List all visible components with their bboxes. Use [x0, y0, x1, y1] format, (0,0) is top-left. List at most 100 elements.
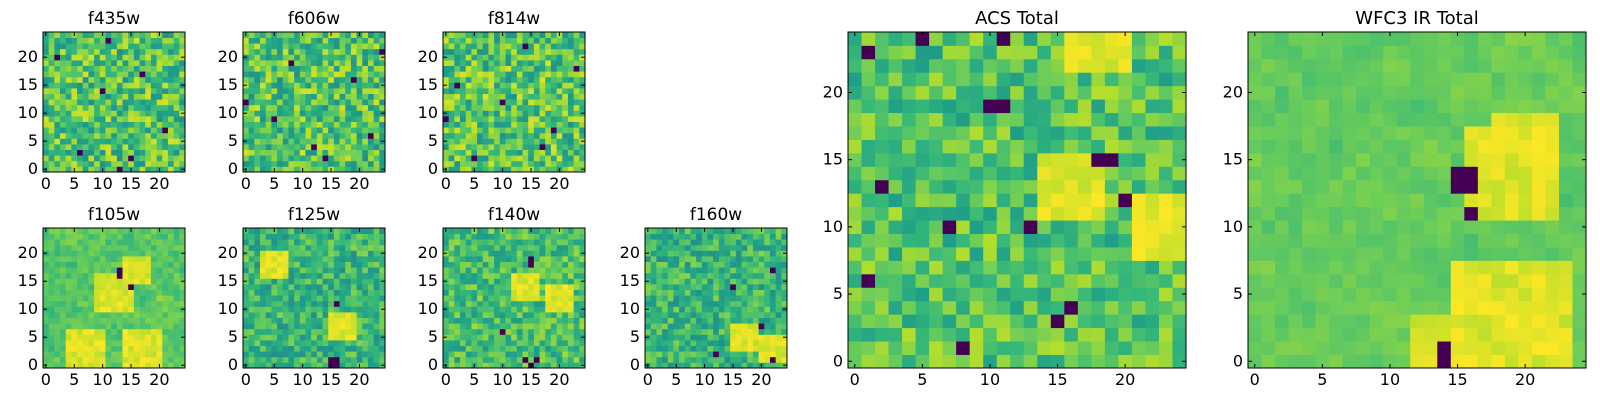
heatmap-cell — [133, 278, 140, 285]
heatmap-cell — [105, 289, 112, 296]
heatmap-cell — [488, 76, 495, 83]
heatmap-cell — [454, 54, 461, 61]
heatmap-cell — [650, 334, 657, 341]
heatmap-cell — [339, 160, 346, 167]
heatmap-cell — [71, 256, 78, 262]
heatmap-cell — [373, 138, 380, 145]
heatmap-cell — [573, 60, 580, 66]
heatmap-cell — [505, 278, 512, 285]
heatmap-cell — [116, 88, 123, 94]
heatmap-cell — [929, 247, 944, 261]
heatmap-cell — [105, 48, 112, 55]
heatmap-cell — [454, 116, 461, 122]
heatmap-cell — [156, 71, 163, 78]
heatmap-cell — [494, 110, 501, 117]
heatmap-cell — [460, 300, 467, 307]
heatmap-cell — [82, 138, 89, 145]
heatmap-cell — [156, 317, 163, 324]
heatmap-cell — [511, 54, 518, 61]
heatmap-cell — [328, 256, 335, 262]
heatmap-cell — [305, 295, 312, 302]
heatmap-cell — [356, 48, 363, 55]
heatmap-cell — [122, 345, 129, 352]
heatmap-cell — [277, 323, 284, 330]
heatmap-cell — [339, 267, 346, 274]
heatmap-cell — [311, 351, 318, 358]
heatmap-cell — [758, 233, 765, 240]
heatmap-cell — [528, 250, 535, 257]
heatmap-cell — [167, 334, 175, 341]
heatmap-cell — [454, 149, 461, 156]
heatmap-cell — [82, 306, 89, 313]
heatmap-cell — [690, 323, 697, 330]
y-tick-label: 0 — [228, 159, 238, 178]
heatmap-cell — [556, 60, 563, 66]
heatmap-cell — [82, 71, 89, 78]
heatmap-cell — [162, 334, 169, 341]
heatmap-cell — [707, 289, 714, 296]
heatmap-cell — [345, 289, 352, 296]
heatmap-cell — [167, 328, 175, 335]
heatmap-cell — [494, 328, 501, 335]
heatmap-cell — [545, 110, 552, 117]
heatmap-cell — [173, 149, 180, 156]
heatmap-cell — [545, 295, 552, 302]
heatmap-cell — [915, 206, 930, 221]
heatmap-cell — [122, 261, 129, 268]
heatmap-cell — [362, 267, 369, 274]
heatmap-cell — [379, 261, 386, 268]
heatmap-cell — [494, 233, 501, 240]
heatmap-cell — [260, 256, 267, 262]
heatmap-cell — [707, 312, 714, 318]
heatmap-cell — [550, 110, 557, 117]
heatmap-cell — [311, 93, 318, 100]
heatmap-cell — [316, 289, 323, 296]
heatmap-cell — [260, 43, 267, 50]
heatmap-cell — [730, 340, 737, 346]
heatmap-cell — [1010, 327, 1025, 342]
heatmap-cell — [48, 166, 55, 173]
heatmap-cell — [311, 261, 318, 268]
heatmap-cell — [533, 272, 540, 279]
heatmap-cell — [667, 317, 674, 324]
heatmap-cell — [294, 256, 301, 262]
heatmap-cell — [902, 247, 916, 261]
heatmap-cell — [735, 323, 742, 330]
heatmap-cell — [265, 54, 272, 61]
heatmap-cell — [71, 155, 78, 162]
heatmap-cell — [339, 48, 346, 55]
heatmap-cell — [482, 48, 489, 55]
heatmap-cell — [350, 278, 357, 285]
heatmap-cell — [277, 110, 284, 117]
heatmap-cell — [48, 267, 55, 274]
heatmap-cell — [179, 99, 186, 106]
heatmap-cell — [350, 116, 357, 122]
heatmap-cell — [316, 323, 323, 330]
heatmap-cell — [316, 256, 323, 262]
heatmap-cell — [322, 127, 329, 134]
heatmap-cell — [54, 250, 61, 257]
heatmap-cell — [271, 328, 278, 335]
heatmap-cell — [718, 250, 725, 257]
heatmap-cell — [539, 132, 546, 139]
heatmap-cell — [111, 284, 118, 290]
heatmap-cell — [350, 88, 357, 94]
heatmap-cell — [116, 317, 123, 324]
heatmap-cell — [345, 228, 352, 234]
heatmap-cell — [60, 289, 67, 296]
heatmap-cell — [679, 278, 686, 285]
heatmap-cell — [288, 278, 295, 285]
heatmap-cell — [305, 76, 312, 83]
heatmap-cell — [556, 284, 563, 290]
heatmap-cell — [556, 99, 563, 106]
heatmap-cell — [254, 82, 261, 89]
heatmap-cell — [747, 345, 754, 352]
heatmap-cell — [288, 60, 295, 66]
heatmap-cell — [248, 228, 255, 234]
heatmap-cell — [116, 334, 123, 341]
heatmap-cell — [311, 110, 318, 117]
heatmap-cell — [133, 37, 140, 44]
heatmap-cell — [94, 306, 101, 313]
heatmap-cell — [690, 295, 697, 302]
